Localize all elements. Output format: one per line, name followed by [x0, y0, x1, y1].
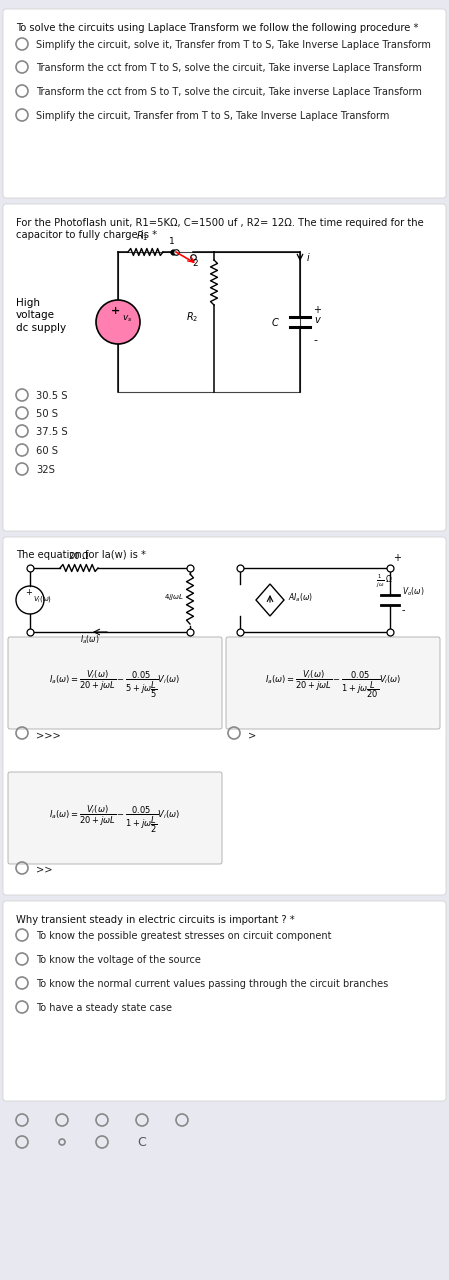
Text: >: >: [248, 730, 256, 740]
Text: $\frac{1}{j\omega}\ \Omega$: $\frac{1}{j\omega}\ \Omega$: [376, 572, 394, 589]
Text: Why transient steady in electric circuits is important ? *: Why transient steady in electric circuit…: [16, 915, 295, 925]
Text: To know the normal current values passing through the circuit branches: To know the normal current values passin…: [36, 979, 388, 989]
FancyBboxPatch shape: [8, 772, 222, 864]
Text: 2: 2: [192, 259, 198, 268]
Text: High: High: [16, 298, 40, 308]
Text: >>: >>: [36, 865, 53, 876]
Text: $C$: $C$: [271, 316, 280, 328]
Text: $V_o(\omega)$: $V_o(\omega)$: [402, 586, 424, 598]
Text: $AI_a(\omega)$: $AI_a(\omega)$: [288, 591, 313, 604]
Text: To know the possible greatest stresses on circuit component: To know the possible greatest stresses o…: [36, 931, 331, 941]
Text: +: +: [393, 553, 401, 563]
Text: To have a steady state case: To have a steady state case: [36, 1004, 172, 1012]
Text: For the Photoflash unit, R1=5KΩ, C=1500 uf , R2= 12Ω. The time required for the: For the Photoflash unit, R1=5KΩ, C=1500 …: [16, 218, 424, 228]
FancyBboxPatch shape: [8, 637, 222, 730]
Text: The equation for Ia(w) is *: The equation for Ia(w) is *: [16, 550, 146, 561]
Text: 50 S: 50 S: [36, 410, 58, 419]
Text: $4/j\omega L$: $4/j\omega L$: [164, 591, 184, 602]
Text: $I_a(\omega)=\dfrac{V_i(\omega)}{20+j\omega L}-\dfrac{0.05}{5+j\omega\dfrac{L}{5: $I_a(\omega)=\dfrac{V_i(\omega)}{20+j\om…: [49, 668, 180, 700]
FancyBboxPatch shape: [3, 9, 446, 198]
Text: $i$: $i$: [306, 251, 311, 262]
Text: C: C: [138, 1135, 146, 1148]
Text: +: +: [25, 588, 32, 596]
FancyBboxPatch shape: [3, 538, 446, 895]
Text: 30.5 S: 30.5 S: [36, 390, 67, 401]
Text: Transform the cct from S to T, solve the circuit, Take inverse Laplace Transform: Transform the cct from S to T, solve the…: [36, 87, 422, 97]
Text: To solve the circuits using Laplace Transform we follow the following procedure : To solve the circuits using Laplace Tran…: [16, 23, 418, 33]
Text: 20 Ω: 20 Ω: [69, 552, 89, 561]
Text: Transform the cct from T to S, solve the circuit, Take inverse Laplace Transform: Transform the cct from T to S, solve the…: [36, 63, 422, 73]
Text: 1: 1: [169, 237, 175, 246]
Text: -: -: [313, 335, 317, 346]
Text: >>>: >>>: [36, 730, 61, 740]
Text: capacitor to fully charge is *: capacitor to fully charge is *: [16, 230, 157, 241]
Text: $I_a(\omega)=\dfrac{V_i(\omega)}{20+j\omega L}-\dfrac{0.05}{1+j\omega\dfrac{L}{2: $I_a(\omega)=\dfrac{V_i(\omega)}{20+j\om…: [49, 803, 180, 835]
Text: To know the voltage of the source: To know the voltage of the source: [36, 955, 201, 965]
Text: Simplify the circuit, Transfer from T to S, Take Inverse Laplace Transform: Simplify the circuit, Transfer from T to…: [36, 111, 389, 122]
Text: Simplify the circuit, solve it, Transfer from T to S, Take Inverse Laplace Trans: Simplify the circuit, solve it, Transfer…: [36, 40, 431, 50]
Text: $R_2$: $R_2$: [186, 310, 198, 324]
Text: $I_a(\omega)$: $I_a(\omega)$: [80, 634, 100, 645]
Text: +: +: [313, 305, 321, 315]
Text: 60 S: 60 S: [36, 445, 58, 456]
Text: 37.5 S: 37.5 S: [36, 428, 68, 436]
Text: $v_s$: $v_s$: [122, 314, 132, 325]
Circle shape: [96, 300, 140, 344]
Text: -: -: [402, 605, 405, 614]
Text: +: +: [111, 306, 120, 316]
Text: $V_i(\omega)$: $V_i(\omega)$: [33, 594, 52, 604]
Text: dc supply: dc supply: [16, 323, 66, 333]
Text: $I_a(\omega)=\dfrac{V_i(\omega)}{20+j\omega L}-\dfrac{0.05}{1+j\omega\dfrac{L}{2: $I_a(\omega)=\dfrac{V_i(\omega)}{20+j\om…: [265, 668, 401, 700]
Text: voltage: voltage: [16, 310, 55, 320]
FancyBboxPatch shape: [3, 901, 446, 1101]
FancyBboxPatch shape: [3, 204, 446, 531]
Text: 32S: 32S: [36, 465, 55, 475]
FancyBboxPatch shape: [226, 637, 440, 730]
Text: $R_1$: $R_1$: [136, 229, 148, 243]
Text: $v$: $v$: [314, 315, 322, 325]
